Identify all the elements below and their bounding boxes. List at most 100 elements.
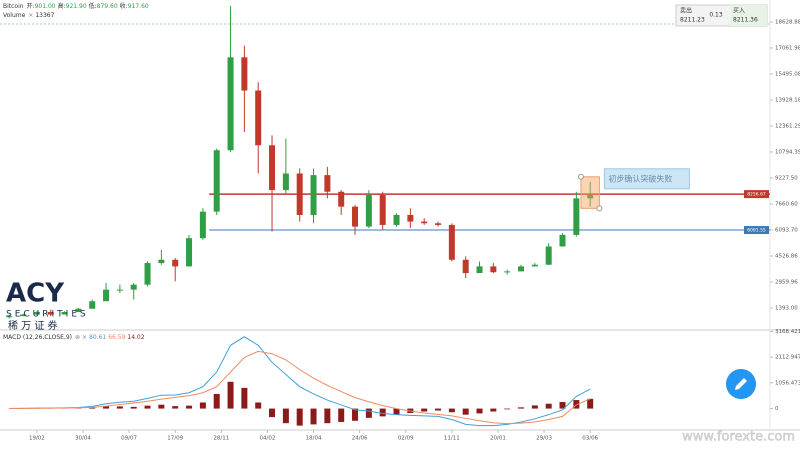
annotation-box — [603, 168, 690, 190]
y-tick-label: 13928.18 — [775, 97, 800, 103]
legend-label: 收: — [120, 2, 128, 10]
macd-hist-bar — [559, 402, 566, 409]
candle-body — [393, 214, 400, 225]
candle-body — [296, 173, 303, 215]
candle-body — [269, 145, 276, 191]
macd-hist-bar — [213, 393, 220, 409]
y-tick-label: 2959.96 — [775, 279, 798, 285]
candle-body — [172, 259, 179, 267]
macd-hist-bar — [352, 408, 359, 421]
y-tick-label: 17061.98 — [775, 45, 800, 51]
candle-body — [310, 175, 317, 215]
x-tick-label: 20/01 — [490, 436, 506, 442]
sell-label: 卖出 — [680, 7, 692, 15]
macd-hist-bar — [227, 381, 234, 409]
macd-hist-bar — [324, 408, 331, 424]
candle-body — [33, 312, 40, 315]
x-tick-label: 30/04 — [75, 436, 91, 442]
candle-body — [448, 224, 455, 260]
candle-body — [462, 259, 469, 274]
candle-body — [227, 57, 234, 151]
legend-value: 917.60 — [128, 3, 149, 10]
macd-hist-bar — [89, 407, 96, 409]
candle-body — [531, 264, 538, 267]
level-tag — [744, 226, 769, 235]
legend-value: 879.60 — [97, 3, 118, 10]
macd-hist-bar — [241, 387, 248, 409]
macd-hist-bar — [103, 406, 110, 409]
x-tick-label: 17/09 — [167, 436, 183, 442]
macd-hist-bar — [255, 402, 262, 409]
edit-button[interactable] — [726, 369, 756, 399]
macd-hist-bar — [379, 408, 386, 417]
y-tick-label: 7660.60 — [775, 201, 798, 207]
candle-body — [61, 312, 68, 315]
macd-hist-bar — [282, 408, 289, 424]
x-tick-label: 09/07 — [121, 436, 137, 442]
candle-body — [158, 259, 165, 264]
macd-legend: MACD (12,26,CLOSE,9) ⊗ × 80.61 66.59 14.02 — [3, 334, 145, 341]
candle-body — [421, 221, 428, 224]
x-tick-label: 28/11 — [213, 436, 229, 442]
spread: 0.13 — [709, 12, 723, 19]
macd-hist-bar — [365, 408, 372, 418]
y-tick-label: 6093.70 — [775, 227, 798, 233]
level-tag — [744, 190, 769, 199]
signal-value: 66.59 — [108, 334, 125, 341]
macd-y-tick-label: 2112.9477 — [775, 355, 800, 361]
macd-hist-bar — [186, 405, 193, 409]
buy-area[interactable] — [730, 5, 767, 26]
macd-hist-bar — [531, 405, 538, 409]
macd-hist-bar — [518, 407, 525, 409]
candle-body — [324, 175, 331, 192]
x-tick-label: 03/06 — [582, 436, 598, 442]
macd-hist-bar — [545, 403, 552, 409]
candle-body — [518, 266, 525, 272]
y-tick-label: 12361.29 — [775, 123, 800, 129]
x-tick-label: 04/02 — [259, 436, 275, 442]
macd-y-tick-label: 0 — [775, 406, 779, 412]
candle-body — [559, 234, 566, 247]
candle-body — [587, 195, 594, 199]
macd-hist-bar — [476, 408, 483, 414]
candle-body — [75, 308, 82, 313]
candle-body — [6, 316, 13, 318]
macd-hist-bar — [130, 406, 137, 409]
macd-hist-bar — [504, 408, 511, 410]
level-label: 6091.55 — [747, 228, 766, 234]
x-tick-label: 18/04 — [306, 436, 322, 442]
hist-value: 14.02 — [127, 334, 144, 341]
candle-body — [130, 284, 137, 290]
icons: ⊗ × — [75, 334, 87, 341]
x-tick-label: 02/09 — [398, 436, 414, 442]
macd-hist-bar — [158, 404, 165, 409]
candle-body — [379, 195, 386, 225]
quote-box[interactable]: 卖出 8211.23 0.13 买入 8211.36 — [675, 4, 768, 27]
candle-body — [255, 90, 262, 146]
candle-body — [103, 289, 110, 302]
legend-label: 高: — [58, 2, 66, 10]
volume-legend: Volume × 13367 — [3, 12, 55, 19]
candle-body — [476, 266, 483, 274]
macd-hist-bar — [310, 408, 317, 425]
pencil-icon — [735, 378, 747, 390]
logo-mark: ACY — [6, 279, 65, 309]
candle-body — [490, 266, 497, 273]
x-tick-label: 24/06 — [352, 436, 368, 442]
candle-body — [199, 211, 206, 239]
macd-hist-bar — [393, 408, 400, 415]
y-tick-label: 9227.50 — [775, 175, 798, 181]
handle — [596, 205, 603, 212]
candle-body — [47, 312, 54, 315]
candle-body — [573, 198, 580, 235]
y-tick-label: 4526.86 — [775, 253, 798, 259]
macd-hist-bar — [296, 408, 303, 426]
macd-y-tick-label: 3168.4216 — [775, 329, 800, 335]
sell-price: 8211.23 — [680, 17, 705, 24]
volume-label: Volume — [3, 12, 26, 19]
candle-body — [20, 314, 27, 317]
x-tick-label: 11/11 — [444, 436, 460, 442]
y-tick-label: 15495.08 — [775, 71, 800, 77]
candle-body — [504, 271, 511, 273]
